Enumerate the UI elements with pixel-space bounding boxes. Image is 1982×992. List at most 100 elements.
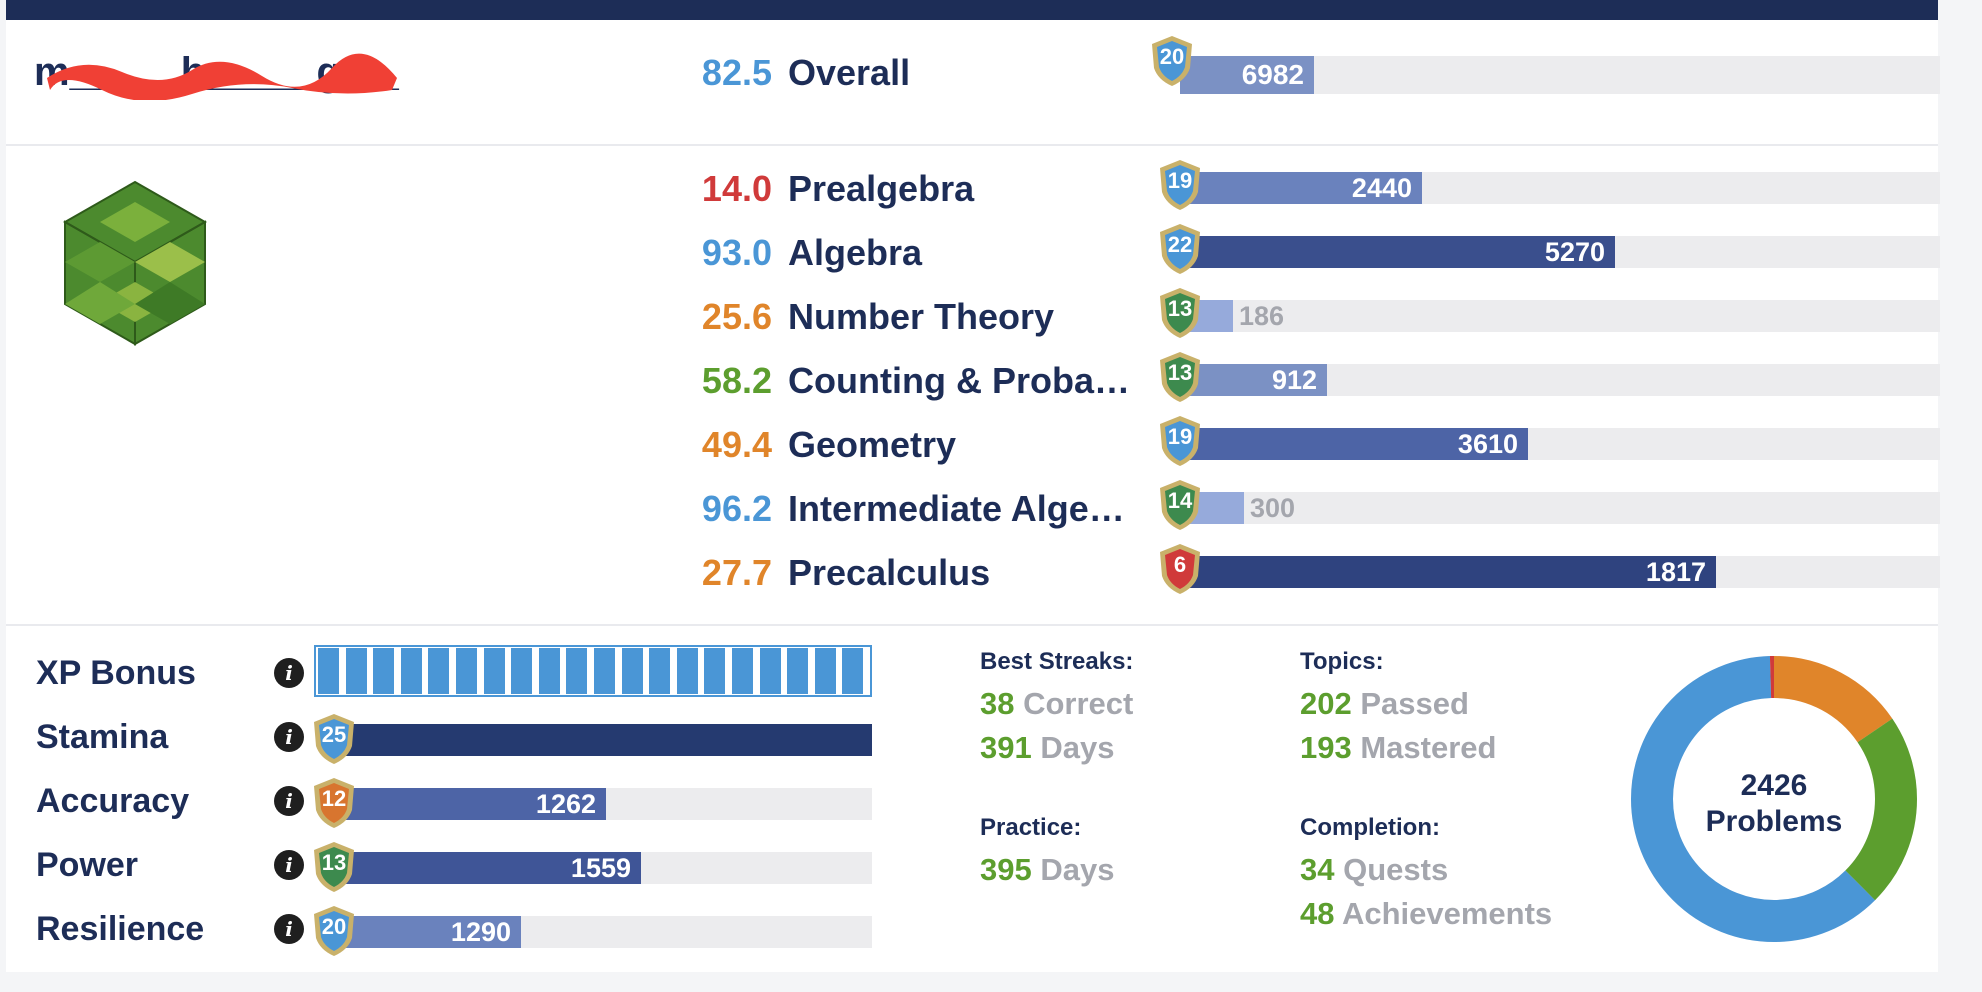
subject-name[interactable]: Algebra: [788, 232, 923, 273]
subject-value: 5270: [1544, 237, 1605, 267]
subject-bar[interactable]: 1817: [1180, 556, 1940, 588]
subject-bar[interactable]: 2440: [1180, 172, 1940, 204]
subject-score: 49.4: [701, 424, 772, 465]
shield-level: 20: [321, 914, 347, 939]
shield-level: 13: [321, 850, 347, 875]
stamina-info-icon[interactable]: i: [274, 722, 304, 752]
subject-bar-fill: [1180, 428, 1528, 460]
donut-segment[interactable]: [1631, 656, 1917, 942]
problems-label: Problems: [1705, 805, 1843, 838]
completion-achievements: 48 Achievements: [1300, 896, 1553, 931]
accuracy-bar: 1262: [340, 788, 872, 820]
subject-name[interactable]: Counting & Probability: [788, 360, 1140, 401]
subject-name[interactable]: Intermediate Algebra: [788, 488, 1140, 529]
problems-count: 2426: [1740, 769, 1808, 802]
accuracy-info-icon[interactable]: i: [274, 786, 304, 816]
avatar[interactable]: [60, 178, 210, 348]
shield-level: 6: [1173, 552, 1187, 577]
accuracy-level-shield-icon: 12: [310, 776, 358, 830]
completion-title: Completion:: [1300, 814, 1440, 841]
best-streak-days: 391 Days: [980, 730, 1115, 765]
practice-days: 395 Days: [980, 852, 1115, 887]
subject-bar[interactable]: 3610: [1180, 428, 1940, 460]
subject-bar-fill: [1180, 364, 1327, 396]
resilience-info-icon[interactable]: i: [274, 914, 304, 944]
shield-level: 19: [1167, 168, 1193, 193]
subject-bar[interactable]: 186: [1180, 300, 1940, 332]
xp-bonus-meter: [314, 645, 872, 697]
xp-bonus-segment: [428, 648, 450, 694]
xp-bonus-segment: [456, 648, 477, 694]
subject-bar-fill: [1180, 236, 1615, 268]
xp-bonus-segment: [373, 648, 395, 694]
shield-level: 20: [1159, 44, 1185, 69]
xp-bonus-segment: [732, 648, 753, 694]
problems-donut[interactable]: [1630, 655, 1918, 943]
subject-value: 300: [1250, 493, 1296, 523]
shield-level: 19: [1167, 424, 1193, 449]
xp-bonus-segment: [538, 648, 560, 694]
shield-level: 25: [321, 722, 347, 747]
subject-name[interactable]: Number Theory: [788, 296, 1055, 337]
xp-bonus-segment: [704, 648, 726, 694]
subject-bar-fill: [1180, 556, 1716, 588]
xp-bonus-segment: [621, 648, 643, 694]
shield-level: 12: [321, 786, 347, 811]
subject-value: 3610: [1457, 429, 1518, 459]
xp-bonus-segment: [483, 648, 505, 694]
overall-level-shield-icon: 20: [1148, 34, 1196, 88]
subject-name[interactable]: Precalculus: [788, 552, 991, 593]
overall-bar-fill: [1180, 56, 1314, 94]
topics-title: Topics:: [1300, 648, 1384, 675]
stamina-bar: [340, 724, 872, 756]
topics-passed: 202 Passed: [1300, 686, 1469, 721]
accuracy-bar-fill: [340, 788, 606, 820]
shield-level: 14: [1167, 488, 1193, 513]
subject-level-shield-icon: 13: [1156, 350, 1204, 404]
stamina-bar-fill: [340, 724, 872, 756]
overall-bar[interactable]: 6982: [1180, 56, 1940, 94]
subject-level-shield-icon: 13: [1156, 286, 1204, 340]
overall-value: 6982: [1241, 59, 1304, 90]
subject-name[interactable]: Geometry: [788, 424, 957, 465]
subject-level-shield-icon: 14: [1156, 478, 1204, 532]
divider-top: [6, 144, 1938, 146]
xp-bonus-segment: [511, 648, 533, 694]
shield-level: 22: [1167, 232, 1193, 257]
donut-segment[interactable]: [1631, 656, 1917, 942]
subject-level-shield-icon: 6: [1156, 542, 1204, 596]
subject-score: 14.0: [701, 168, 772, 209]
subject-bar[interactable]: 300: [1180, 492, 1940, 524]
practice-title: Practice:: [980, 814, 1082, 841]
subject-value: 912: [1271, 365, 1317, 395]
subject-bar[interactable]: 912: [1180, 364, 1940, 396]
subject-level-shield-icon: 19: [1156, 414, 1204, 468]
subject-score: 25.6: [701, 296, 772, 337]
xp-bonus-segment: [566, 648, 588, 694]
xp-bonus-segment: [759, 648, 781, 694]
shield-level: 13: [1167, 360, 1193, 385]
donut-segment[interactable]: [1631, 656, 1917, 942]
subject-level-shield-icon: 19: [1156, 158, 1204, 212]
power-bar-fill: [340, 852, 641, 884]
xp-bonus-segment: [676, 648, 698, 694]
resilience-bar-fill: [340, 916, 521, 948]
subject-value: 1817: [1645, 557, 1706, 587]
xp-bonus-segment: [400, 648, 422, 694]
xp-bonus-segment: [787, 648, 809, 694]
subject-value: 2440: [1351, 173, 1412, 203]
problems-count-label: 2426 Problems: [1660, 768, 1888, 840]
xp-bonus-segment: [814, 648, 836, 694]
xp-bonus-info-icon[interactable]: i: [274, 658, 304, 688]
stamina-level-shield-icon: 25: [310, 712, 358, 766]
subject-value: 186: [1239, 301, 1285, 331]
power-info-icon[interactable]: i: [274, 850, 304, 880]
xp-bonus-segment: [594, 648, 615, 694]
subject-level-shield-icon: 22: [1156, 222, 1204, 276]
xp-bonus-segment: [318, 648, 339, 694]
subject-bar-fill: [1180, 172, 1422, 204]
subject-score: 93.0: [701, 232, 772, 273]
shield-level: 13: [1167, 296, 1193, 321]
subject-name[interactable]: Prealgebra: [788, 168, 975, 209]
subject-bar[interactable]: 5270: [1180, 236, 1940, 268]
